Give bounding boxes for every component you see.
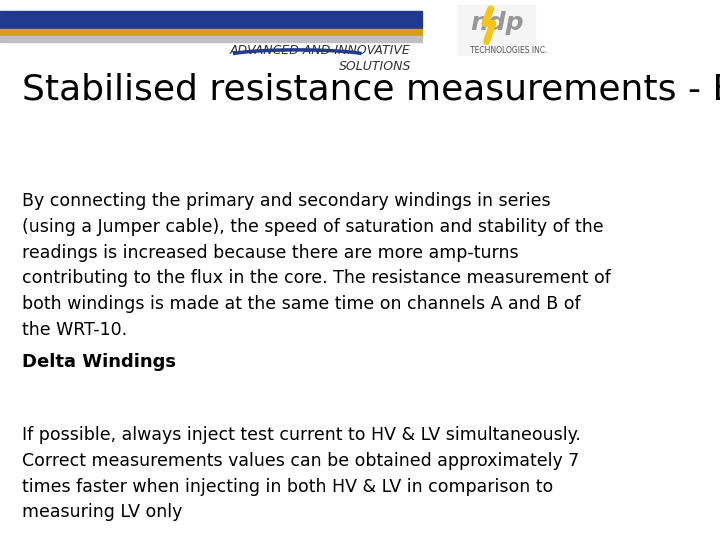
Text: ndp: ndp	[470, 11, 523, 36]
Bar	[0, 11, 422, 29]
Text: Delta Windings: Delta Windings	[22, 353, 176, 372]
Text: TECHNOLOGIES INC.: TECHNOLOGIES INC.	[470, 46, 548, 55]
Bar	[0, 29, 422, 37]
Text: If possible, always inject test current to HV & LV simultaneously.
Correct measu: If possible, always inject test current …	[22, 426, 580, 521]
Bar	[456, 5, 535, 55]
Bar	[0, 36, 422, 42]
Text: ADVANCED AND INNOVATIVE
SOLUTIONS: ADVANCED AND INNOVATIVE SOLUTIONS	[230, 44, 411, 73]
Text: By connecting the primary and secondary windings in series
(using a Jumper cable: By connecting the primary and secondary …	[22, 192, 611, 339]
Text: Stabilised resistance measurements - B: Stabilised resistance measurements - B	[22, 73, 720, 107]
